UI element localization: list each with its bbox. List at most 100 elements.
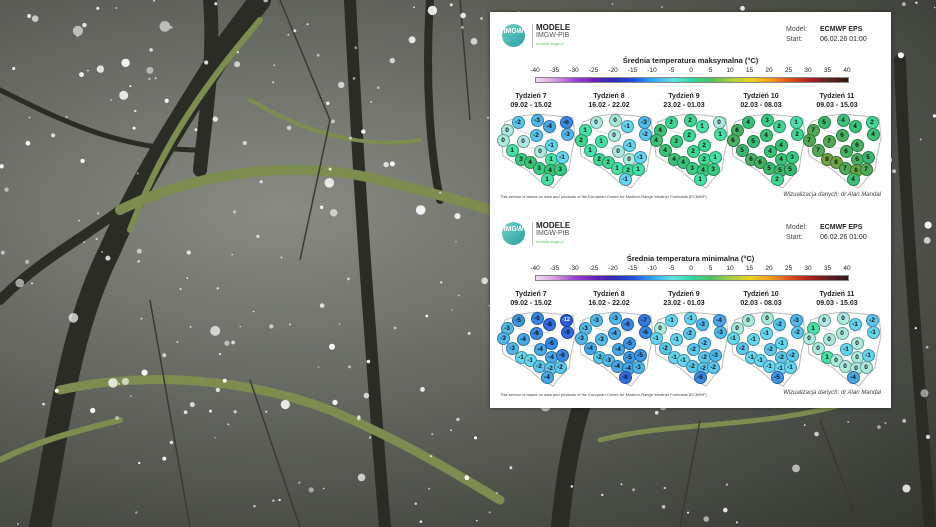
week-dates: 09.03 - 15.03 bbox=[816, 300, 858, 307]
snowflake bbox=[132, 126, 136, 130]
region-temperature: 3 bbox=[760, 113, 774, 127]
snowflake bbox=[352, 77, 356, 80]
scale-tick: -40 bbox=[530, 265, 540, 272]
temperature-color-scale bbox=[535, 77, 849, 83]
poland-map-week: 1 0 0 -1 -2 -1 0 0 0 -1 0 0 0 -1 1 0 0 0 0 -4 bbox=[802, 306, 882, 388]
snowflake bbox=[431, 433, 434, 436]
snowflake bbox=[233, 410, 237, 414]
region-temperature: -1 bbox=[759, 326, 773, 340]
region-temperature: 6 bbox=[839, 144, 853, 158]
scale-tick: -35 bbox=[549, 67, 560, 74]
snowflake bbox=[338, 81, 345, 89]
start-label: Start: bbox=[786, 36, 803, 43]
week-label: Tydzień 10 bbox=[743, 93, 779, 100]
snowflake bbox=[79, 72, 84, 78]
region-temperature: 0 bbox=[712, 115, 726, 129]
region-temperature: -1 bbox=[861, 348, 875, 362]
region-temperature: -5 bbox=[633, 348, 647, 362]
region-temperature: 0 bbox=[835, 326, 849, 340]
snowflake bbox=[115, 7, 118, 9]
snowflake bbox=[273, 64, 276, 67]
snowflake bbox=[118, 383, 120, 385]
brand-subtitle: IMGW-PIB bbox=[536, 32, 570, 39]
snowflake bbox=[496, 492, 498, 494]
region-temperature: -1 bbox=[774, 336, 788, 350]
region-temperature: -4 bbox=[540, 370, 554, 384]
region-temperature: 1 bbox=[594, 134, 608, 148]
snowflake bbox=[25, 140, 31, 146]
snowflake bbox=[137, 260, 140, 263]
region-temperature: 2 bbox=[697, 138, 711, 152]
start-value: 06.02.26 01:00 bbox=[820, 36, 867, 43]
region-temperature: 6 bbox=[726, 133, 740, 147]
snowflake bbox=[460, 12, 466, 19]
week-label: Tydzień 9 bbox=[668, 93, 700, 100]
snowflake bbox=[319, 303, 325, 308]
snowflake bbox=[129, 85, 132, 88]
snowflake bbox=[451, 309, 453, 311]
snowflake bbox=[473, 436, 478, 440]
scale-tick: 20 bbox=[765, 265, 773, 272]
region-temperature: 0 bbox=[589, 115, 603, 129]
week-dates: 16.02 - 22.02 bbox=[588, 102, 630, 109]
snowflake bbox=[687, 511, 689, 514]
region-temperature: 1 bbox=[789, 115, 803, 129]
poland-map-week: -3 -5 -6 -8 -12 -9 -6 -3 -4 -4 -6 -3 -4 -6 -1 -1 -2 -2 -2-… bbox=[496, 306, 576, 388]
region-temperature: 0 bbox=[817, 313, 831, 327]
week-dates: 23.02 - 01.03 bbox=[663, 300, 705, 307]
region-temperature: -2 bbox=[682, 326, 696, 340]
snowflake bbox=[470, 38, 478, 45]
snowflake bbox=[902, 419, 907, 423]
scale-tick: -25 bbox=[588, 265, 599, 272]
snowflake bbox=[932, 114, 936, 118]
region-temperature: 3 bbox=[553, 162, 567, 176]
region-temperature: -6 bbox=[544, 336, 558, 350]
region-temperature: 1 bbox=[540, 172, 554, 186]
snowflake bbox=[654, 410, 659, 415]
region-temperature: -8 bbox=[542, 317, 556, 331]
snowflake bbox=[95, 237, 98, 241]
region-temperature: -2 bbox=[638, 127, 652, 141]
snowflake bbox=[259, 180, 263, 184]
snowflake bbox=[218, 352, 222, 356]
snowflake bbox=[725, 483, 729, 486]
snowflake bbox=[51, 133, 56, 138]
brand-url: modele.imgw.pl bbox=[536, 239, 564, 244]
snowflake bbox=[239, 325, 242, 328]
snowflake bbox=[31, 282, 33, 285]
region-temperature: 0 bbox=[850, 336, 864, 350]
region-temperature: -6 bbox=[529, 326, 543, 340]
snowflake bbox=[925, 434, 931, 439]
scale-tick: -10 bbox=[647, 67, 657, 74]
snowflake bbox=[154, 77, 157, 80]
snowflake bbox=[429, 455, 433, 458]
region-temperature: 7 bbox=[811, 143, 825, 157]
snowflake bbox=[877, 425, 881, 429]
region-temperature: -6 bbox=[530, 311, 544, 325]
poland-map-week: 0 -2 -3 -4 -6 -3 -2 0 0 0 -1 1 1 -1 3 4 3 4 3 1 bbox=[496, 108, 576, 190]
snowflake bbox=[509, 466, 513, 470]
region-temperature: -2 bbox=[772, 317, 786, 331]
scale-tick: 20 bbox=[765, 67, 773, 74]
region-temperature: -1 bbox=[555, 150, 569, 164]
snowflake bbox=[924, 221, 932, 229]
snowflake bbox=[189, 325, 192, 328]
snowflake bbox=[703, 516, 709, 522]
region-temperature: 1 bbox=[695, 119, 709, 133]
region-temperature: -4 bbox=[607, 326, 621, 340]
region-temperature: -2 bbox=[532, 359, 546, 373]
scale-tick: 0 bbox=[689, 67, 693, 74]
region-temperature: 0 bbox=[822, 332, 836, 346]
scale-tick: -5 bbox=[668, 265, 675, 272]
snowflake bbox=[884, 422, 887, 424]
snowflake bbox=[289, 323, 291, 326]
model-label: Model: bbox=[786, 26, 808, 33]
snowflake bbox=[121, 58, 130, 68]
snowflake bbox=[663, 486, 666, 490]
visualization-credit: Wizualizacja danych: dr Alan Mandal bbox=[783, 192, 881, 198]
scale-tick: 25 bbox=[784, 265, 793, 272]
snowflake bbox=[369, 436, 372, 439]
region-temperature: -6 bbox=[620, 317, 634, 331]
